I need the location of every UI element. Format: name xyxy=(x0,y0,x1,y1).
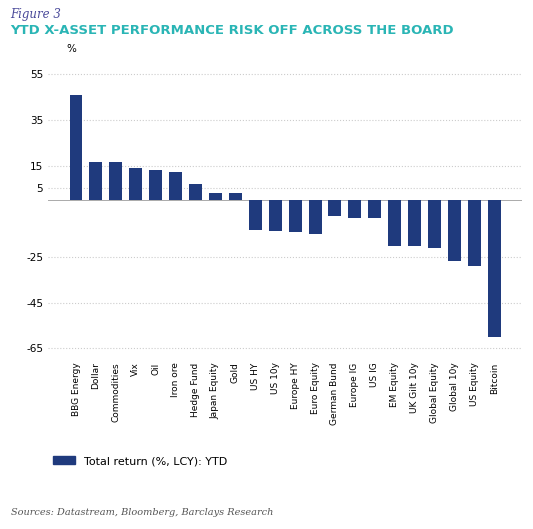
Bar xyxy=(309,200,321,234)
Bar xyxy=(269,200,281,231)
Legend: Total return (%, LCY): YTD: Total return (%, LCY): YTD xyxy=(48,452,231,470)
Bar xyxy=(388,200,401,245)
Bar xyxy=(328,200,342,216)
Text: %: % xyxy=(66,43,76,53)
Bar xyxy=(90,162,102,200)
Bar xyxy=(428,200,441,248)
Text: YTD X-ASSET PERFORMANCE RISK OFF ACROSS THE BOARD: YTD X-ASSET PERFORMANCE RISK OFF ACROSS … xyxy=(11,24,454,37)
Text: Figure 3: Figure 3 xyxy=(11,8,61,21)
Bar xyxy=(149,170,162,200)
Bar xyxy=(488,200,501,337)
Bar xyxy=(109,162,122,200)
Bar xyxy=(249,200,262,230)
Bar xyxy=(169,172,182,200)
Bar xyxy=(130,168,142,200)
Bar xyxy=(368,200,381,218)
Bar xyxy=(289,200,302,232)
Text: Sources: Datastream, Bloomberg, Barclays Research: Sources: Datastream, Bloomberg, Barclays… xyxy=(11,508,273,517)
Bar xyxy=(209,193,222,200)
Bar xyxy=(229,193,242,200)
Bar xyxy=(448,200,461,261)
Bar xyxy=(408,200,421,245)
Bar xyxy=(349,200,361,218)
Bar xyxy=(189,184,202,200)
Bar xyxy=(468,200,481,266)
Bar xyxy=(69,95,83,200)
